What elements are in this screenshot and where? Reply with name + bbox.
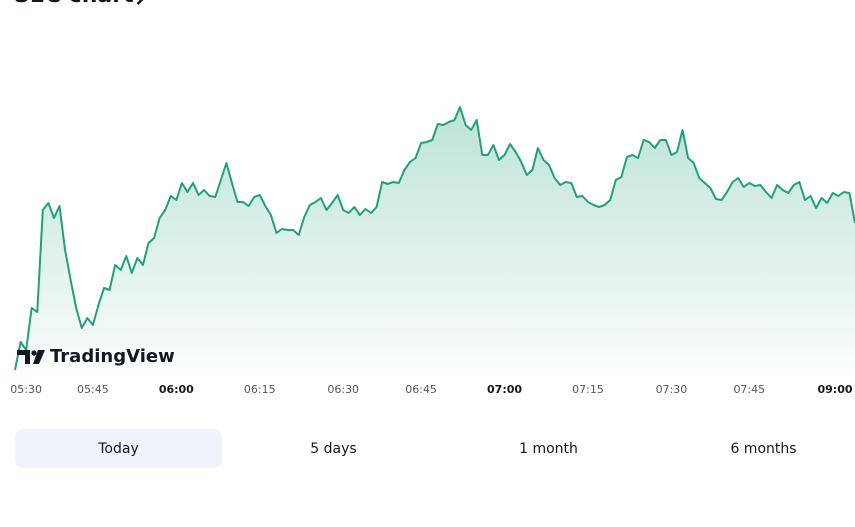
- price-line: [14, 106, 855, 371]
- x-tick-label: 06:45: [405, 383, 437, 396]
- range-button[interactable]: 1 month: [519, 440, 578, 457]
- x-tick-label: 05:45: [77, 383, 109, 396]
- range-button[interactable]: Today: [15, 429, 222, 468]
- x-tick-label: 07:45: [733, 383, 765, 396]
- chart: SEC chart TradingView 05:30 05:45 06:00 06:1…: [10, 0, 855, 396]
- logo: [17, 350, 45, 364]
- x-tick-label: 05:30: [10, 383, 42, 396]
- page-title[interactable]: SEC chart: [14, 0, 134, 8]
- x-tick-label: 07:00: [487, 383, 522, 396]
- x-tick-label: 09:00: [817, 383, 852, 396]
- area: [15, 107, 855, 372]
- title-chevron: [136, 0, 144, 5]
- x-tick-label: 06:00: [159, 383, 194, 396]
- x-tick-label: 07:30: [656, 383, 688, 396]
- range-button[interactable]: 5 days: [310, 440, 357, 457]
- x-tick-label: 07:15: [572, 383, 604, 396]
- range-button[interactable]: 6 months: [730, 440, 797, 457]
- x-tick-label: 06:15: [244, 383, 276, 396]
- x-tick-label: 06:30: [327, 383, 359, 396]
- watermark: TradingView: [50, 346, 175, 367]
